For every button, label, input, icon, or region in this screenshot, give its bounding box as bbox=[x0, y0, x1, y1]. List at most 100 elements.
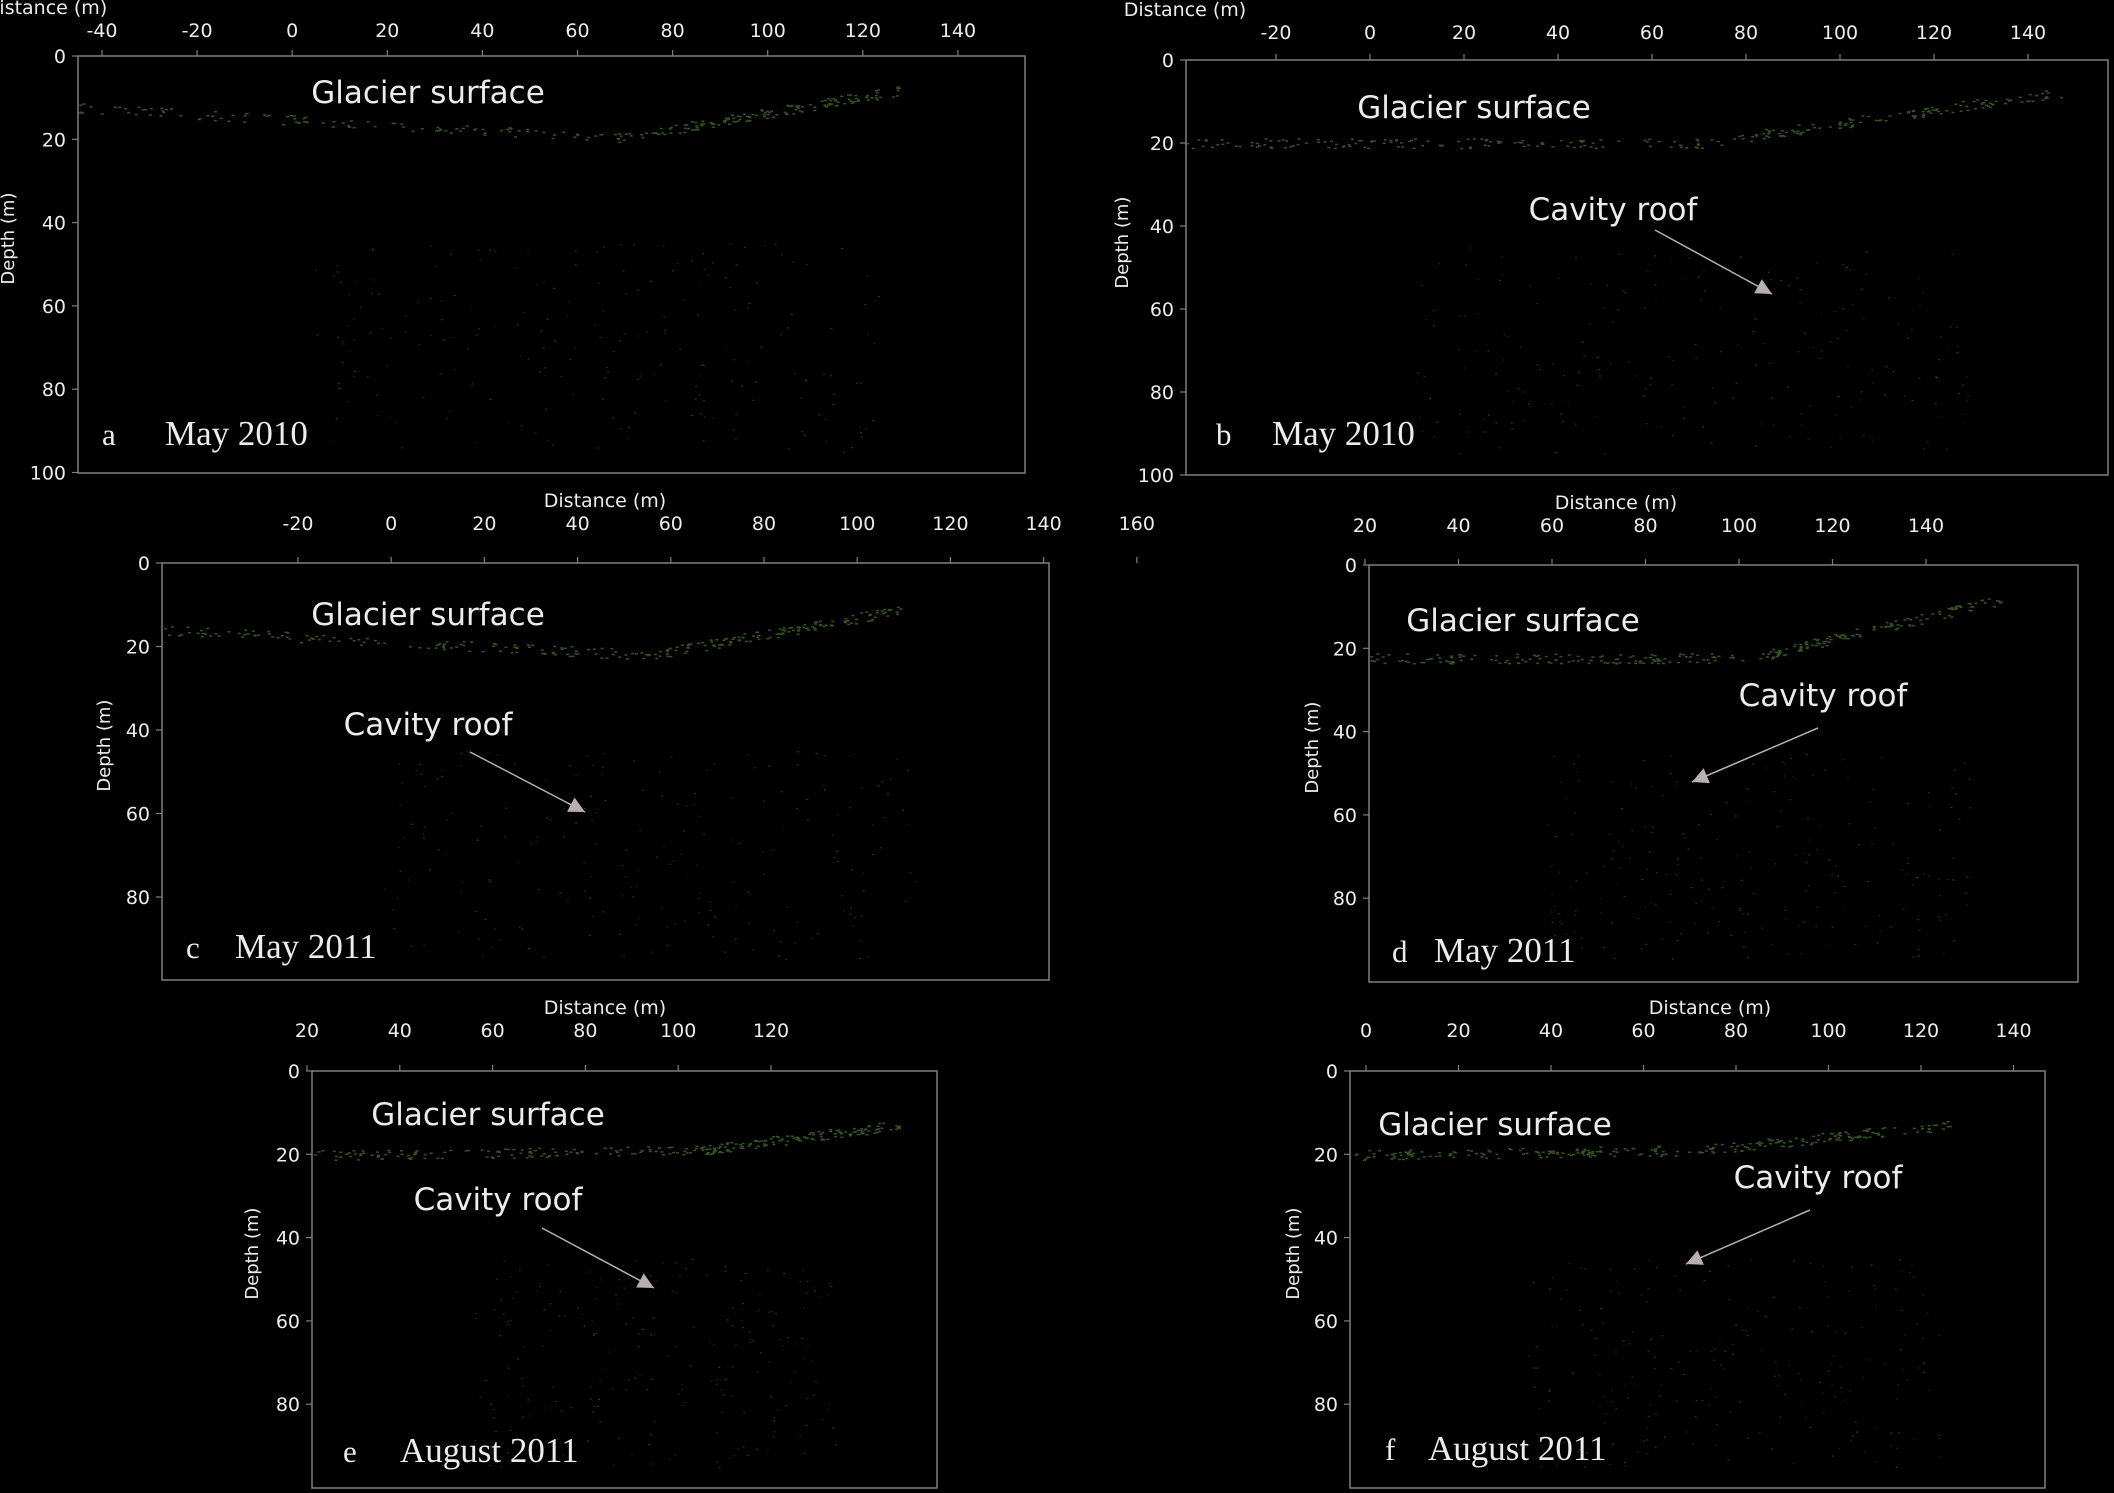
y-tick-label: 60 bbox=[1150, 299, 1174, 321]
y-axis-label: Depth (m) bbox=[1112, 197, 1133, 289]
y-tick-label: 60 bbox=[1333, 805, 1357, 827]
x-tick-label: 20 bbox=[1353, 515, 1377, 537]
y-tick-label: 40 bbox=[1150, 216, 1174, 238]
y-tick-label: 0 bbox=[288, 1061, 300, 1083]
x-tick-label: 140 bbox=[2010, 22, 2046, 44]
glacier-surface-label: Glacier surface bbox=[311, 597, 545, 633]
y-axis-label: Depth (m) bbox=[1302, 702, 1323, 794]
x-tick-label: 60 bbox=[1640, 22, 1664, 44]
y-tick-label: 40 bbox=[276, 1228, 300, 1250]
y-tick-label: 60 bbox=[126, 804, 150, 826]
y-tick-label: 80 bbox=[126, 887, 150, 909]
x-tick-label: -20 bbox=[282, 513, 313, 535]
x-tick-label: 120 bbox=[932, 513, 968, 535]
x-tick-label: 20 bbox=[375, 20, 399, 42]
x-tick-label: 140 bbox=[1995, 1020, 2031, 1042]
glacier-surface-label: Glacier surface bbox=[371, 1097, 605, 1133]
cavity-arrow-head bbox=[1754, 279, 1772, 294]
x-axis-label: Distance (m) bbox=[0, 0, 107, 19]
panel-letter: f bbox=[1385, 1432, 1396, 1467]
panel-date: August 2011 bbox=[400, 1431, 579, 1470]
x-tick-label: 40 bbox=[1446, 515, 1470, 537]
y-tick-label: 60 bbox=[1314, 1311, 1338, 1333]
y-tick-label: 80 bbox=[276, 1394, 300, 1416]
y-tick-label: 100 bbox=[1138, 465, 1174, 487]
x-tick-label: 100 bbox=[839, 513, 875, 535]
x-tick-label: 0 bbox=[1360, 1020, 1372, 1042]
plot-frame bbox=[1185, 59, 2109, 476]
panel-e: 20 40 60 80 100 120 Distance (m) 0 20 40 60 80 Depth… bbox=[242, 997, 938, 1489]
x-tick-label: 120 bbox=[1916, 22, 1952, 44]
cavity-roof-label: Cavity roof bbox=[1739, 678, 1909, 714]
cavity-arrow bbox=[1654, 229, 1773, 295]
radar-echoes bbox=[78, 86, 901, 453]
x-axis-label: Distance (m) bbox=[1555, 492, 1677, 514]
cavity-arrow-head bbox=[1686, 1250, 1704, 1265]
y-tick-label: 80 bbox=[1314, 1394, 1338, 1416]
y-tick-label: 60 bbox=[276, 1311, 300, 1333]
y-axis-label: Depth (m) bbox=[1283, 1208, 1304, 1300]
x-tick-label: 20 bbox=[295, 1020, 319, 1042]
radar-echoes bbox=[1354, 1121, 1952, 1468]
glacier-surface-label: Glacier surface bbox=[1406, 603, 1640, 639]
x-tick-label: 80 bbox=[1734, 22, 1758, 44]
cavity-arrow-head bbox=[1692, 768, 1710, 784]
cavity-arrow bbox=[1691, 727, 1819, 783]
x-axis-label: Distance (m) bbox=[1124, 0, 1246, 21]
x-tick-label: 140 bbox=[1025, 513, 1061, 535]
y-tick-label: 40 bbox=[1333, 722, 1357, 744]
x-tick-label: 100 bbox=[1822, 22, 1858, 44]
y-tick-label: 0 bbox=[1345, 555, 1357, 577]
panel-date: August 2011 bbox=[1428, 1429, 1607, 1468]
panel-letter: a bbox=[102, 417, 116, 452]
plot-frame bbox=[1349, 1070, 2046, 1489]
x-tick-label: 40 bbox=[1539, 1020, 1563, 1042]
panel-letter: c bbox=[186, 930, 200, 965]
x-tick-label: 60 bbox=[1631, 1020, 1655, 1042]
panel-letter: d bbox=[1392, 934, 1408, 969]
plot-frame bbox=[311, 1070, 938, 1489]
panel-c: -20 0 20 40 60 80 100 120 140 160 Distance (m) 0 20 4… bbox=[94, 490, 1155, 981]
glacier-surface-label: Glacier surface bbox=[1357, 90, 1591, 126]
cavity-roof-label: Cavity roof bbox=[1734, 1160, 1904, 1196]
x-tick-label: 80 bbox=[573, 1020, 597, 1042]
x-tick-label: 60 bbox=[481, 1020, 505, 1042]
x-tick-label: 80 bbox=[752, 513, 776, 535]
y-tick-label: 40 bbox=[1314, 1228, 1338, 1250]
x-tick-label: -40 bbox=[86, 20, 117, 42]
x-tick-label: 140 bbox=[940, 20, 976, 42]
y-tick-label: 0 bbox=[138, 553, 150, 575]
x-tick-label: 20 bbox=[1446, 1020, 1470, 1042]
x-tick-label: 60 bbox=[659, 513, 683, 535]
y-tick-label: 20 bbox=[126, 637, 150, 659]
x-axis-label: Distance (m) bbox=[544, 997, 666, 1019]
x-tick-label: 40 bbox=[1546, 22, 1570, 44]
y-tick-label: 0 bbox=[54, 46, 66, 68]
x-tick-label: 100 bbox=[1810, 1020, 1846, 1042]
cavity-roof-label: Cavity roof bbox=[414, 1182, 584, 1218]
y-tick-label: 80 bbox=[1150, 382, 1174, 404]
x-tick-label: 140 bbox=[1908, 515, 1944, 537]
panel-b: -20 0 20 40 60 80 100 120 140 Distance (m) 0 20 40 60… bbox=[1112, 0, 2109, 487]
plot-frame bbox=[77, 55, 1026, 474]
x-tick-label: 0 bbox=[1364, 22, 1376, 44]
x-tick-label: 80 bbox=[1724, 1020, 1748, 1042]
cavity-arrow-head bbox=[636, 1273, 654, 1288]
y-tick-label: 20 bbox=[276, 1144, 300, 1166]
y-tick-label: 100 bbox=[30, 463, 66, 485]
panel-date: May 2011 bbox=[1434, 931, 1576, 970]
panel-f: 0 20 40 60 80 100 120 140 Distance (m) 0 20 40 60 80 D… bbox=[1283, 997, 2046, 1489]
cavity-roof-label: Cavity roof bbox=[344, 707, 514, 743]
cavity-arrow-head bbox=[567, 797, 585, 812]
plot-frame bbox=[161, 562, 1050, 981]
panel-letter: b bbox=[1216, 417, 1232, 452]
x-tick-label: 120 bbox=[845, 20, 881, 42]
x-tick-label: 100 bbox=[1721, 515, 1757, 537]
radar-echoes bbox=[1370, 598, 2003, 960]
x-axis-label: Distance (m) bbox=[544, 490, 666, 512]
x-tick-label: -20 bbox=[182, 20, 213, 42]
cavity-arrow bbox=[541, 1227, 655, 1289]
x-tick-label: 0 bbox=[286, 20, 298, 42]
panel-letter: e bbox=[343, 1434, 357, 1469]
x-tick-label: 100 bbox=[660, 1020, 696, 1042]
